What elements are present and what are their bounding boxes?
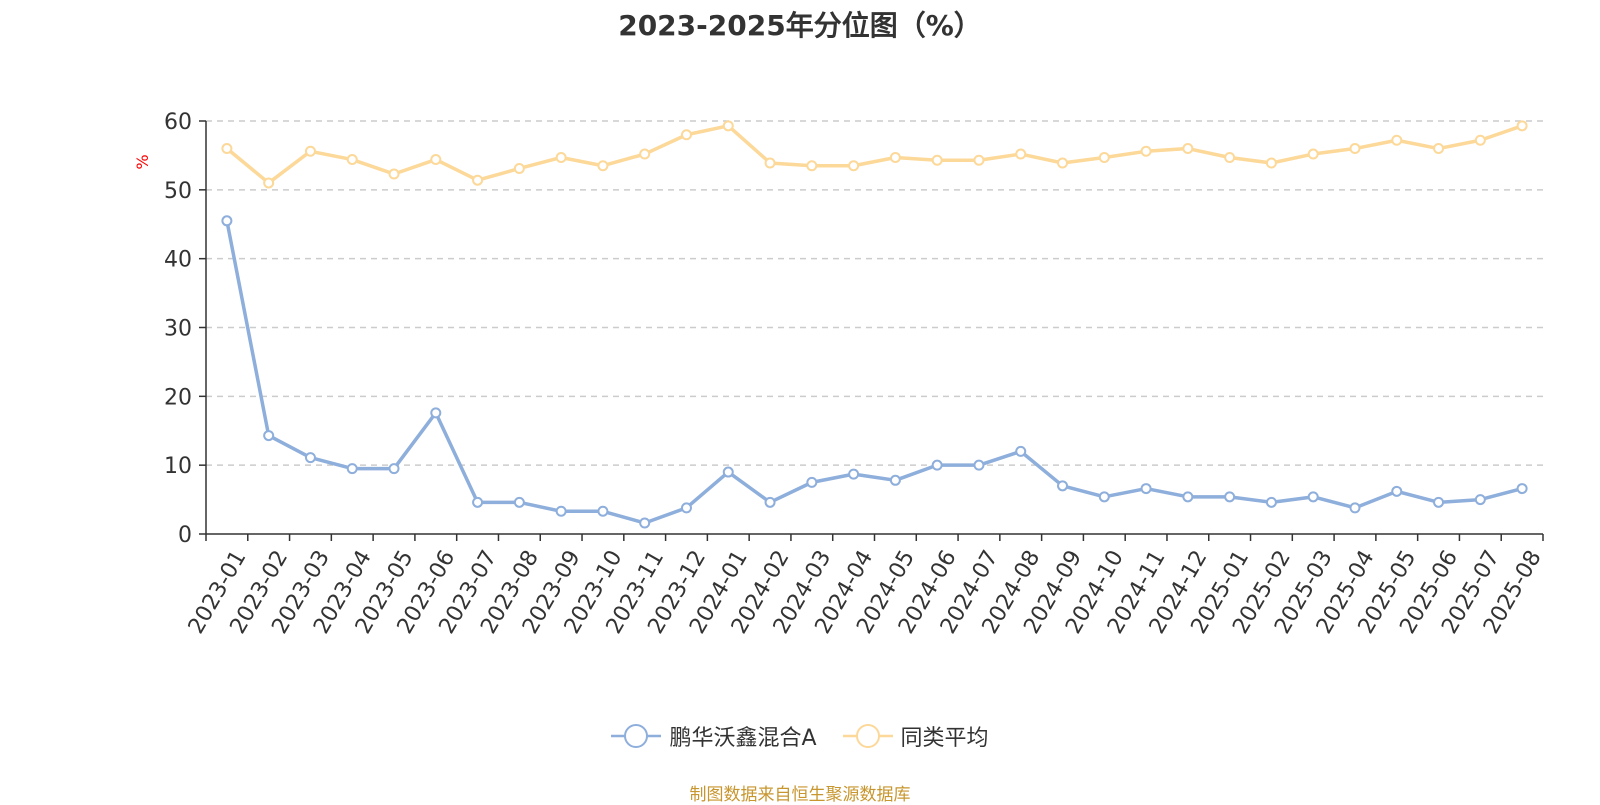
y-tick-label: 0	[178, 523, 192, 548]
data-point	[221, 215, 233, 227]
data-point	[346, 463, 358, 475]
data-point	[1098, 151, 1110, 163]
data-point	[889, 474, 901, 486]
data-point	[1265, 157, 1277, 169]
data-point	[848, 160, 860, 172]
data-point	[263, 430, 275, 442]
data-point	[1307, 148, 1319, 160]
y-tick-label: 20	[164, 385, 192, 410]
legend-label: 同类平均	[900, 726, 989, 751]
data-point	[1391, 485, 1403, 497]
data-point	[472, 174, 484, 186]
data-point	[639, 148, 651, 160]
data-point	[472, 496, 484, 508]
data-point	[1015, 148, 1027, 160]
data-point	[1474, 134, 1486, 146]
legend-item[interactable]: 同类平均	[842, 720, 989, 752]
data-point	[263, 177, 275, 189]
y-tick-label: 30	[164, 317, 192, 342]
data-point	[848, 468, 860, 480]
data-point	[1224, 151, 1236, 163]
line-chart: 0102030405060%2023-012023-022023-032023-…	[133, 110, 1547, 638]
data-point	[806, 476, 818, 488]
data-point	[680, 129, 692, 141]
data-point	[889, 151, 901, 163]
series-line	[225, 220, 1523, 525]
data-point	[639, 517, 651, 529]
y-tick-label: 10	[164, 454, 192, 479]
data-point	[931, 154, 943, 166]
data-point	[1516, 120, 1528, 132]
data-point	[1391, 134, 1403, 146]
y-tick-label: 40	[164, 248, 192, 273]
data-point	[1015, 445, 1027, 457]
y-tick-label: 60	[164, 110, 192, 135]
source-note: 制图数据来自恒生聚源数据库	[689, 785, 911, 805]
data-point	[764, 496, 776, 508]
data-point	[680, 502, 692, 514]
data-point	[722, 466, 734, 478]
series-line	[225, 124, 1523, 185]
data-point	[304, 145, 316, 157]
data-point	[931, 459, 943, 471]
data-point	[973, 154, 985, 166]
data-point	[1349, 143, 1361, 155]
y-tick-label: 50	[164, 179, 192, 204]
data-point	[764, 157, 776, 169]
data-point	[1474, 494, 1486, 506]
data-point	[722, 120, 734, 132]
data-point	[304, 452, 316, 464]
gridlines	[206, 120, 1543, 466]
legend-item[interactable]: 鹏华沃鑫混合A	[611, 720, 817, 752]
data-point	[388, 463, 400, 475]
data-point	[1140, 145, 1152, 157]
data-point	[1516, 483, 1528, 495]
data-point	[1098, 491, 1110, 503]
data-point	[430, 407, 442, 419]
data-point	[1224, 491, 1236, 503]
data-point	[1433, 143, 1445, 155]
data-point	[806, 160, 818, 172]
data-point	[1433, 496, 1445, 508]
data-point	[555, 505, 567, 517]
data-point	[221, 143, 233, 155]
data-point	[1057, 480, 1069, 492]
data-point	[597, 160, 609, 172]
data-point	[555, 151, 567, 163]
data-point	[1140, 483, 1152, 495]
data-point	[1182, 491, 1194, 503]
data-point	[597, 505, 609, 517]
data-point	[513, 496, 525, 508]
legend-label: 鹏华沃鑫混合A	[669, 726, 817, 751]
data-point	[1307, 491, 1319, 503]
legend-swatch-icon	[842, 724, 893, 748]
y-axis-label: %	[133, 154, 152, 169]
axes: 0102030405060%2023-012023-022023-032023-…	[133, 110, 1547, 638]
data-point	[513, 162, 525, 174]
data-point	[430, 154, 442, 166]
data-point	[346, 154, 358, 166]
legend-swatch-icon	[611, 724, 662, 748]
series-lines	[221, 120, 1528, 529]
data-point	[1182, 143, 1194, 155]
chart-title: 2023-2025年分位图（%）	[618, 9, 982, 42]
data-point	[973, 459, 985, 471]
data-point	[1265, 496, 1277, 508]
data-point	[388, 168, 400, 180]
data-point	[1057, 157, 1069, 169]
legend: 鹏华沃鑫混合A 同类平均	[0, 720, 1600, 752]
data-point	[1349, 502, 1361, 514]
